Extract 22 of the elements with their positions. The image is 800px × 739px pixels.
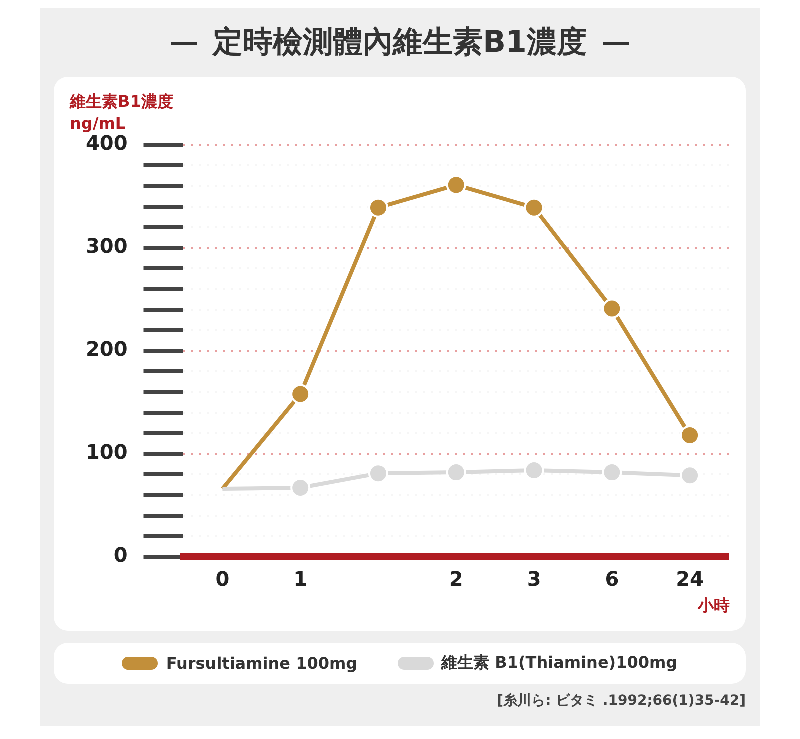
legend-label: Fursultiamine 100mg <box>166 654 358 673</box>
y-tick-label: 100 <box>86 440 128 464</box>
point <box>524 198 544 218</box>
point <box>290 384 311 404</box>
x-tick-label: 6 <box>605 567 620 592</box>
legend-label: 維生素 B1(Thiamine)100mg <box>442 653 678 674</box>
point <box>368 198 388 218</box>
point <box>680 425 700 446</box>
x-tick-label: 2 <box>449 567 464 592</box>
point <box>602 298 622 319</box>
point <box>446 175 466 196</box>
x-tick-label: 3 <box>527 567 542 592</box>
y-tick-label: 300 <box>86 234 128 258</box>
x-tick-label: 0 <box>216 567 230 592</box>
x-tick-label: 1 <box>294 567 308 592</box>
y-tick-label: 200 <box>86 337 128 362</box>
point <box>368 464 388 484</box>
chart-title: 定時檢測體內維生素B1濃度 <box>213 25 587 60</box>
x-tick-label: 24 <box>676 567 704 592</box>
text: [糸川ら: ビタミ .1992;66(1)35-42] <box>496 692 746 710</box>
x-axis-title: 小時 <box>698 596 730 617</box>
y-tick-label: 0 <box>114 543 128 568</box>
